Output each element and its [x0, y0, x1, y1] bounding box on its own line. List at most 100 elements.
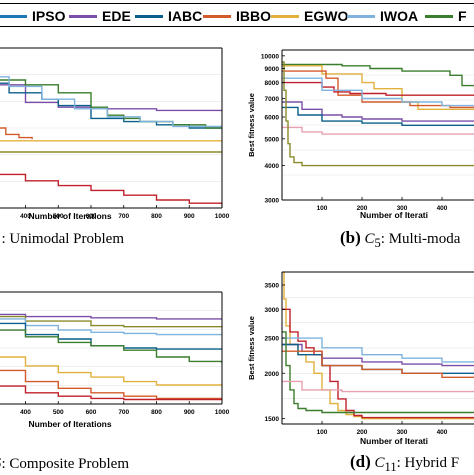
y-tick-label: 8000 [265, 80, 280, 87]
series-line-8 [0, 385, 222, 401]
x-tick-label: 400 [20, 213, 31, 220]
caption-d-sub: 11 [384, 460, 397, 474]
series-line-7 [282, 106, 474, 126]
x-tick-label: 400 [437, 429, 448, 436]
legend-label: IBBO [236, 8, 271, 24]
series-line-8 [0, 173, 222, 207]
series-line-1 [282, 63, 474, 87]
series-line-5 [282, 77, 474, 107]
x-tick-label: 400 [437, 205, 448, 212]
series-group [0, 76, 222, 207]
chart-panel-b: 1002003004005001000090008000700060005000… [247, 49, 474, 220]
chart-panel-c: 400 500 600 700 800 900 1000 Number of Iteratio… [0, 291, 230, 429]
x-axis-label: Number of Iterations [28, 419, 111, 429]
x-tick-label: 100 [317, 429, 328, 436]
x-tick-label: 300 [397, 429, 408, 436]
y-tick-label: 3000 [265, 307, 280, 314]
caption-b: (b) C5: Multi-moda [340, 228, 460, 251]
legend-label: IABC [168, 8, 203, 24]
x-tick-label: 200 [357, 205, 368, 212]
caption-c-sub: 5 [0, 456, 2, 472]
caption-b-letter: (b) [340, 228, 361, 247]
legend-item-f: F [425, 7, 467, 25]
legend-label: IPSO [32, 8, 66, 24]
x-tick-label: 200 [357, 429, 368, 436]
caption-d-math: C [374, 455, 385, 471]
legend-label: EGWO [304, 8, 349, 24]
caption-d: (d) C11: Hybrid F [350, 452, 459, 475]
series-line-3 [282, 343, 474, 367]
caption-b-sub: 5 [374, 236, 381, 250]
series-line-3 [0, 79, 222, 129]
y-tick-label: 9000 [265, 66, 280, 73]
chart-panel-a: 400 500 600 700 800 900 1000 Number of Iteratio… [0, 47, 230, 221]
legend-label: IWOA [380, 8, 419, 24]
x-tick-label: 1000 [215, 409, 230, 416]
x-tick-label: 700 [118, 409, 129, 416]
series-line-1 [0, 313, 222, 320]
x-tick-label: 600 [86, 409, 97, 416]
legend: IPSO EDE IABC IBBO EGWO IWOA F [0, 3, 474, 27]
caption-a-text: : Unimodal Problem [1, 231, 125, 247]
series-line-2 [282, 308, 474, 419]
x-axis-label: Number of Iterations [28, 211, 111, 221]
legend-swatch [135, 14, 163, 18]
legend-item-iwoa: IWOA [347, 7, 418, 25]
series-group [0, 313, 222, 401]
series-line-2 [0, 82, 222, 130]
y-tick-label: 2000 [265, 371, 280, 378]
x-tick-label: 900 [184, 409, 195, 416]
y-tick-label: 5000 [265, 136, 280, 143]
series-line-6 [282, 350, 474, 378]
caption-c-text: : Composite Problem [1, 456, 130, 472]
series-line-1 [282, 272, 474, 420]
legend-item-ibbo: IBBO [203, 7, 271, 25]
series-line-3 [282, 70, 474, 109]
caption-d-letter: (d) [350, 452, 371, 471]
caption-a-sub: 1 [0, 231, 2, 247]
series-line-7 [0, 127, 33, 140]
x-tick-label: 1000 [215, 213, 230, 220]
y-tick-label: 7000 [265, 96, 280, 103]
caption-b-math: C [364, 231, 375, 247]
y-tick-label: 1500 [265, 416, 280, 423]
y-tick-label: 3000 [265, 198, 280, 205]
legend-swatch [271, 14, 299, 18]
x-tick-label: 500 [53, 409, 64, 416]
x-tick-label: 500 [53, 213, 64, 220]
series-line-8 [282, 126, 474, 135]
series-line-2 [282, 65, 474, 110]
y-tick-label: 10000 [261, 53, 279, 60]
series-line-7 [282, 331, 474, 414]
series-line-5 [0, 329, 222, 364]
x-tick-label: 700 [118, 213, 129, 220]
y-axis-label: Best fitness value [247, 316, 256, 380]
x-tick-label: 900 [184, 213, 195, 220]
y-axis-label: Best fitness value [247, 93, 256, 157]
series-group [282, 61, 474, 167]
series-line-9 [282, 61, 474, 167]
legend-swatch [425, 14, 453, 18]
legend-swatch [0, 14, 27, 18]
series-line-6 [0, 356, 222, 388]
x-tick-label: 100 [317, 205, 328, 212]
series-line-2 [0, 315, 222, 328]
series-line-5 [0, 140, 222, 142]
x-tick-label: 800 [151, 409, 162, 416]
y-tick-label: 4000 [265, 163, 280, 170]
legend-item-egwo: EGWO [271, 7, 348, 25]
x-tick-label: 600 [86, 213, 97, 220]
legend-swatch [69, 14, 97, 18]
caption-c: 5: Composite Problem [0, 456, 129, 473]
series-line-1 [0, 84, 222, 112]
series-line-3 [0, 318, 222, 336]
legend-swatch [203, 14, 231, 18]
series-group [282, 272, 474, 420]
series-line-8 [282, 380, 474, 393]
y-tick-label: 3500 [265, 282, 280, 289]
x-axis-label: Number of Iterati [360, 210, 428, 220]
chart-panel-d: 10020030040050035003000250020001500Numbe… [247, 271, 474, 446]
legend-item-iabc: IABC [135, 7, 202, 25]
series-line-6 [282, 101, 474, 122]
legend-label: EDE [102, 8, 131, 24]
